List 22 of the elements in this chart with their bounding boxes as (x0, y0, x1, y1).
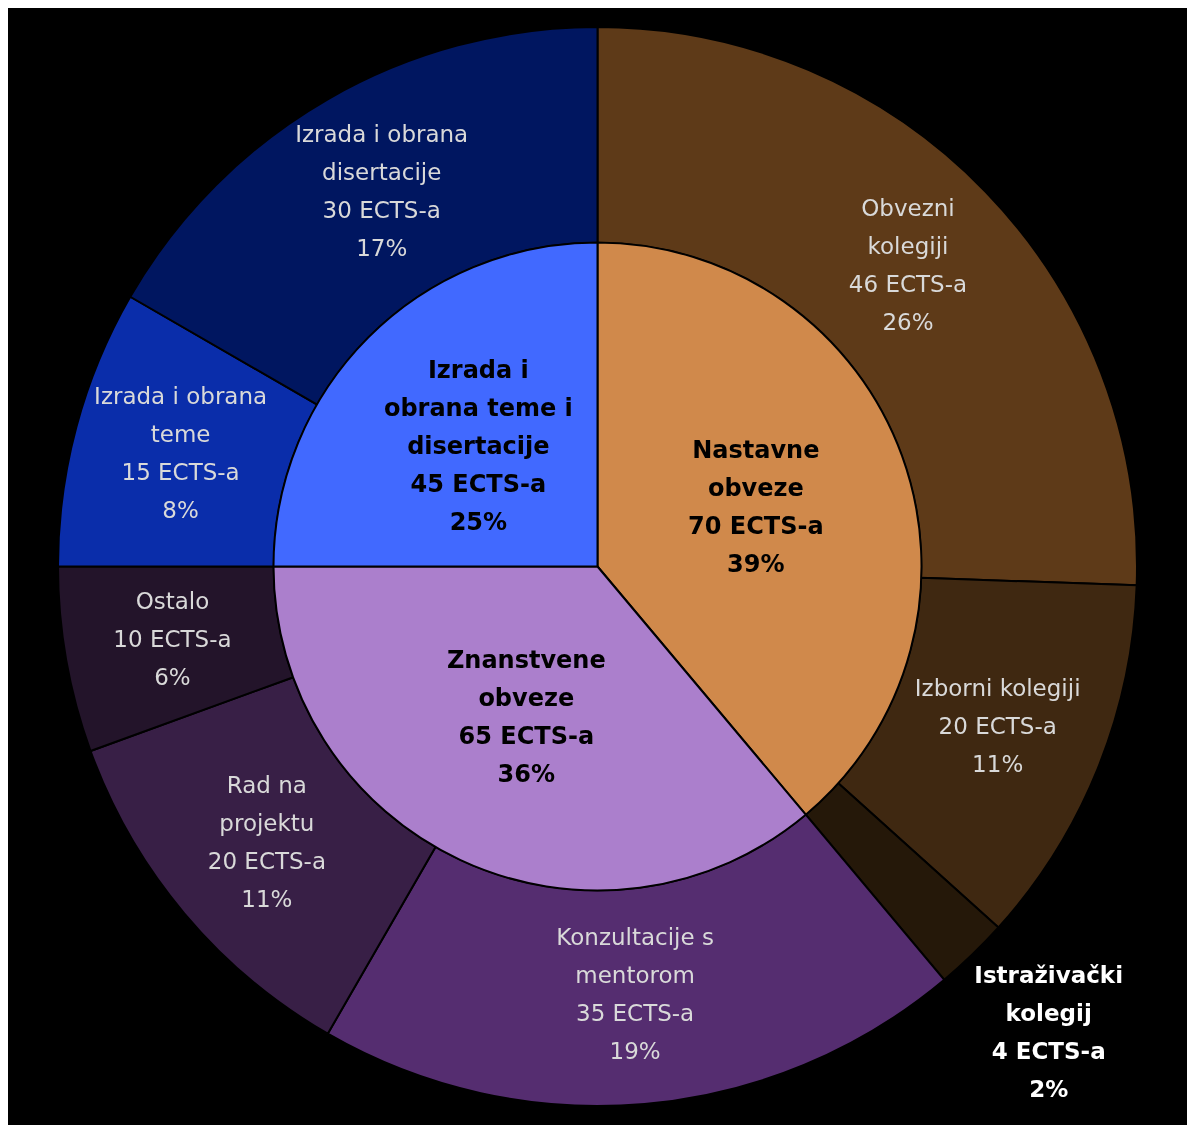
slice-label: Rad na projektu (219, 771, 315, 836)
data-label: 45 ECTS-a 25% (410, 469, 547, 536)
data-label: 15 ECTS-a 8% (121, 458, 240, 523)
slice-label: Obvezni kolegiji (861, 194, 955, 259)
slice-label: Izrada i obrana disertacije (295, 120, 469, 185)
data-label: 4 ECTS-a 2% (991, 1037, 1106, 1102)
slice-label: Nastavne obveze (692, 436, 820, 503)
slice-label: Konzultacije s mentorom (556, 924, 714, 989)
data-label: 35 ECTS-a 19% (576, 1000, 695, 1065)
data-label: 46 ECTS-a 26% (848, 270, 968, 335)
data-label: 20 ECTS-a 11% (207, 847, 326, 912)
data-label: 20 ECTS-a 11% (938, 713, 1057, 778)
data-label: 30 ECTS-a 17% (322, 196, 441, 261)
slice-label: Izrada i obrana teme i disertacije (383, 355, 573, 460)
data-label: 70 ECTS-a 39% (688, 512, 824, 579)
slice-label: Izrada i obrana teme (94, 382, 268, 447)
slice-label: Izborni kolegiji (914, 675, 1081, 702)
slice-label: Ostalo (135, 588, 210, 615)
data-label: 10 ECTS-a 6% (113, 626, 232, 691)
slice-label: Znanstvene obveze (446, 646, 606, 713)
slice-label: Istraživački kolegij (974, 961, 1124, 1026)
data-label: 65 ECTS-a 36% (458, 722, 595, 789)
